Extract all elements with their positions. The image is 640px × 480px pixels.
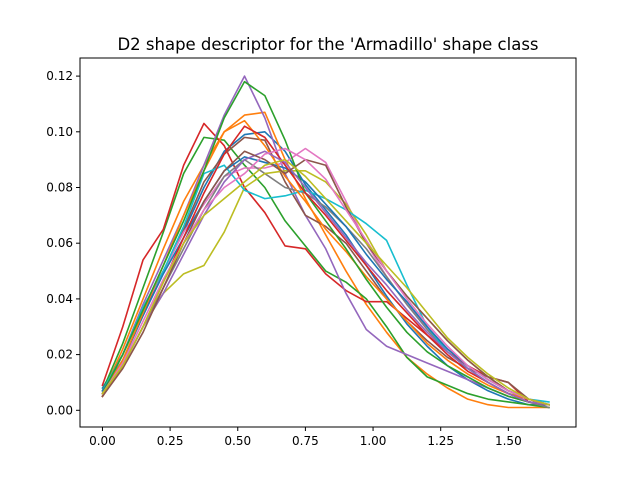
x-tick-label: 0.00 bbox=[89, 434, 116, 448]
series-line-2 bbox=[101, 111, 550, 409]
series-line-10 bbox=[101, 164, 550, 403]
y-tick-label: 0.02 bbox=[46, 348, 73, 362]
chart-title: D2 shape descriptor for the 'Armadillo' … bbox=[117, 35, 538, 54]
y-tick-label: 0.00 bbox=[46, 403, 73, 417]
series-line-14 bbox=[101, 125, 550, 406]
y-axis: 0.00 0.02 0.04 0.06 0.08 0.10 0.12 bbox=[46, 69, 80, 417]
series-line-18 bbox=[101, 158, 550, 406]
series-line-5 bbox=[101, 75, 550, 406]
series-line-15 bbox=[101, 150, 550, 406]
x-tick-label: 1.00 bbox=[360, 434, 387, 448]
series-line-3 bbox=[101, 136, 550, 409]
x-tick-label: 1.50 bbox=[495, 434, 522, 448]
x-tick-label: 1.25 bbox=[427, 434, 454, 448]
x-tick-label: 0.75 bbox=[292, 434, 319, 448]
y-tick-label: 0.08 bbox=[46, 180, 73, 194]
plot-frame bbox=[79, 57, 577, 428]
y-tick-label: 0.04 bbox=[46, 292, 73, 306]
series-line-8 bbox=[101, 158, 550, 409]
series-line-16 bbox=[101, 150, 550, 406]
y-tick-label: 0.10 bbox=[46, 125, 73, 139]
x-axis: 0.00 0.25 0.50 0.75 1.00 1.25 1.50 bbox=[89, 427, 522, 448]
y-tick-label: 0.06 bbox=[46, 236, 73, 250]
x-tick-label: 0.50 bbox=[224, 434, 251, 448]
series-line-13 bbox=[101, 80, 550, 406]
y-tick-label: 0.12 bbox=[46, 69, 73, 83]
series-line-12 bbox=[101, 119, 550, 406]
series-layer bbox=[101, 75, 550, 409]
x-tick-label: 0.25 bbox=[157, 434, 184, 448]
